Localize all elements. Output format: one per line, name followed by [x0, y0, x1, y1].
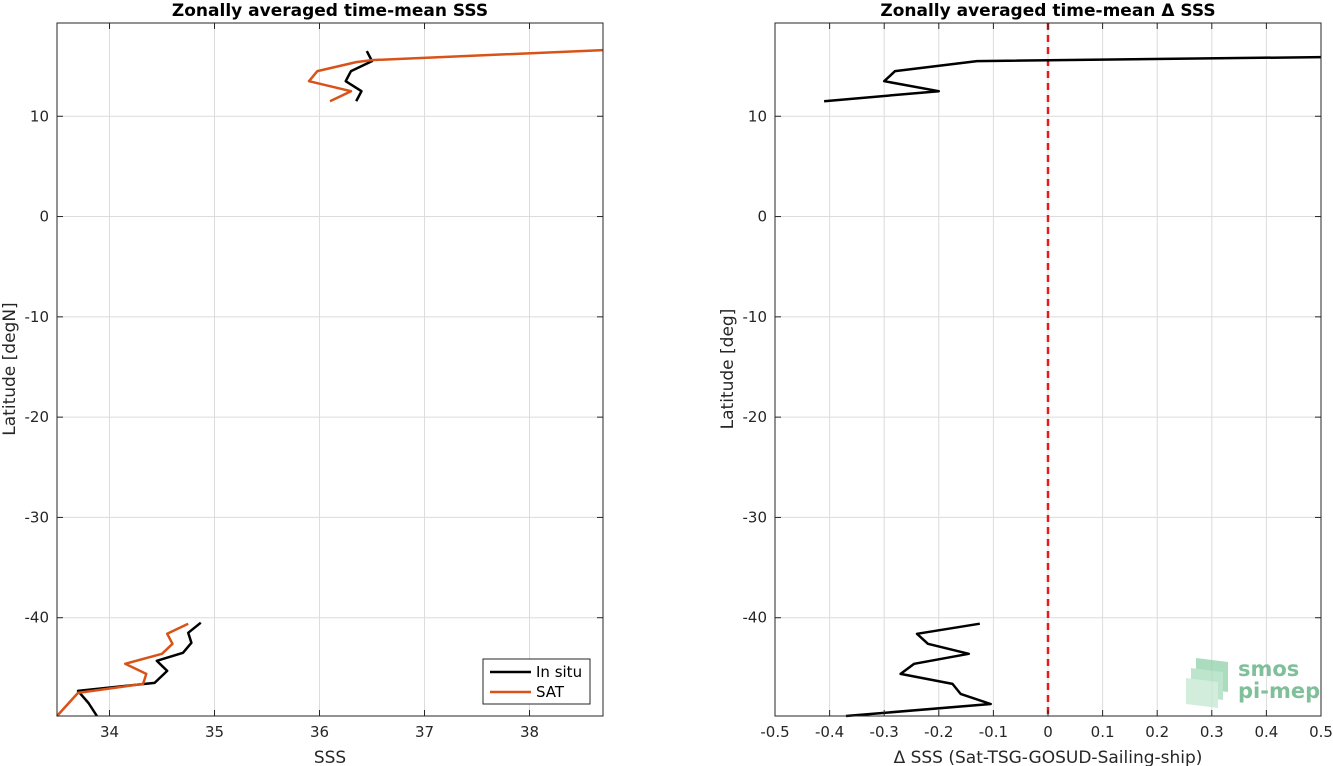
y-tick-label: -30	[743, 508, 768, 526]
in-situ-series-line	[76, 621, 202, 717]
x-tick-label: 0.3	[1200, 723, 1224, 741]
y-tick-label: -30	[25, 508, 50, 526]
x-tick-label: 38	[520, 723, 539, 741]
right-chart-ylabel: Latitude [deg]	[718, 309, 738, 430]
right-chart-ticks: -0.5 -0.4 -0.3 -0.2 -0.1 0 0.1 0.2 0.3 0.4 0.5 10 0 -…	[743, 23, 1333, 741]
logo-mark-icon	[1186, 658, 1228, 708]
x-tick-label: -0.4	[815, 723, 844, 741]
right-chart-series	[823, 23, 1322, 718]
x-tick-label: 35	[205, 723, 224, 741]
x-tick-label: -0.1	[979, 723, 1008, 741]
delta-series-line	[845, 622, 992, 718]
x-tick-label: -0.3	[870, 723, 899, 741]
sat-series-line	[56, 622, 189, 717]
y-tick-label: -10	[25, 308, 50, 326]
left-chart-title: Zonally averaged time-mean SSS	[172, 1, 488, 21]
sat-series-line	[307, 48, 604, 103]
delta-series-line	[823, 55, 1322, 103]
x-tick-label: 0	[1043, 723, 1053, 741]
left-chart: Zonally averaged time-mean SSS SSS Latit…	[0, 1, 604, 766]
right-chart: Zonally averaged time-mean Δ SSS Δ SSS (…	[718, 1, 1333, 766]
left-chart-xlabel: SSS	[314, 748, 346, 766]
x-tick-label: -0.5	[760, 723, 789, 741]
legend: In situ SAT	[482, 658, 591, 705]
x-tick-label: 0.5	[1309, 723, 1333, 741]
x-tick-label: 0.1	[1091, 723, 1115, 741]
smos-pi-mep-logo: smos pi-mep	[1186, 657, 1320, 708]
legend-box	[482, 658, 591, 705]
y-tick-label: 10	[30, 107, 49, 125]
legend-label-in-situ: In situ	[536, 663, 582, 681]
right-chart-xlabel: Δ SSS (Sat-TSG-GOSUD-Sailing-ship)	[894, 748, 1203, 766]
y-tick-label: 0	[757, 208, 767, 226]
y-tick-label: -20	[743, 408, 768, 426]
left-chart-ticks: 34 35 36 37 38 10 0 -10 -20 -30 -40	[25, 23, 603, 741]
legend-label-sat: SAT	[536, 683, 565, 701]
logo-text-smos: smos	[1238, 657, 1299, 681]
left-chart-grid	[57, 23, 603, 716]
left-chart-series	[56, 48, 604, 717]
left-chart-frame	[56, 22, 604, 717]
y-tick-label: -40	[743, 609, 768, 627]
x-tick-label: 0.2	[1145, 723, 1169, 741]
x-tick-label: 34	[100, 723, 119, 741]
x-tick-label: 37	[415, 723, 434, 741]
y-tick-label: -10	[743, 308, 768, 326]
x-tick-label: -0.2	[924, 723, 953, 741]
y-tick-label: 0	[39, 208, 49, 226]
y-tick-label: -20	[25, 408, 50, 426]
y-tick-label: 10	[748, 107, 767, 125]
x-tick-label: 0.4	[1254, 723, 1278, 741]
left-chart-ylabel: Latitude [degN]	[0, 302, 20, 435]
y-tick-label: -40	[25, 609, 50, 627]
right-chart-title: Zonally averaged time-mean Δ SSS	[880, 1, 1215, 21]
x-tick-label: 36	[310, 723, 329, 741]
logo-text-pi-mep: pi-mep	[1238, 679, 1320, 703]
